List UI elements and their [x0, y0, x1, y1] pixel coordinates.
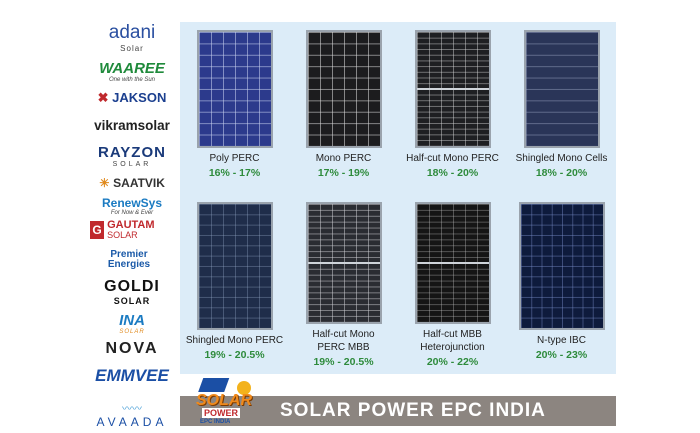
solar-panel-image	[414, 30, 491, 148]
panel-label: Shingled Mono Cells	[515, 153, 608, 164]
gautam-solar-logo: G GAUTAM SOLAR	[84, 220, 186, 240]
brand-name: RAYZON	[98, 144, 166, 161]
panel-efficiency: 20% - 23%	[535, 349, 588, 361]
solar-panel-image	[518, 202, 605, 330]
brand-name: GOLDI	[104, 278, 160, 295]
logo-text-epc: EPC INDIA	[200, 419, 231, 425]
panel-label: Half-cut MBB Heterojunction	[420, 329, 485, 353]
rayzon-logo: RAYZON SOLAR	[84, 144, 180, 168]
brand-sub: Solar	[120, 44, 144, 53]
panel-label: N-type IBC	[537, 335, 586, 346]
ina-solar-logo: INA SOLAR	[84, 312, 180, 335]
avaada-logo: 〰〰 AVAADA	[84, 400, 180, 429]
banner-title: SOLAR POWER EPC INDIA	[280, 400, 546, 421]
panel-label: Poly PERC	[209, 153, 260, 164]
panel-label: Half-cut Mono PERC MBB	[312, 329, 375, 353]
brand-name: EMMVEE	[95, 366, 169, 385]
solar-panel-image	[305, 202, 382, 324]
emmvee-logo: EMMVEE	[84, 366, 180, 386]
panel-efficiency: 17% - 19%	[317, 167, 370, 179]
panel-label: Mono PERC	[315, 153, 372, 164]
renewsys-logo: RenewSys For Now & Ever	[84, 196, 180, 216]
brand-sub: SOLAR	[112, 161, 152, 168]
adani-logo: adani Solar	[84, 22, 180, 53]
panel-label: Shingled Mono PERC	[185, 335, 284, 346]
solar-panel-image	[305, 30, 382, 148]
panel-card: Half-cut MBB Heterojunction 20% - 22%	[398, 202, 507, 368]
panel-label: Half-cut Mono PERC	[406, 153, 499, 164]
brand-name: NOVA	[105, 340, 159, 357]
solar-panel-image	[196, 202, 273, 330]
panel-grid: Poly PERC 16% - 17% Mono PERC 17% - 19% …	[180, 22, 616, 374]
brand-name: vikramsolar	[94, 118, 170, 133]
panel-card: Half-cut Mono PERC 18% - 20%	[398, 30, 507, 179]
panel-card: Mono PERC 17% - 19%	[289, 30, 398, 179]
solar-panel-image	[196, 30, 273, 148]
premier-energies-logo: Premier Energies	[94, 250, 164, 270]
panel-efficiency: 19% - 20.5%	[204, 349, 265, 361]
brand-name: WAAREE	[99, 60, 165, 77]
panel-efficiency: 20% - 22%	[426, 356, 479, 368]
jakson-mark-icon: ✖	[97, 90, 109, 105]
panel-card: Half-cut Mono PERC MBB 19% - 20.5%	[289, 202, 398, 368]
panel-card: Shingled Mono Cells 18% - 20%	[507, 30, 616, 179]
logo-text-power: POWER	[202, 408, 241, 418]
footer-banner: SOLAR POWER EPC INDIA	[180, 396, 616, 426]
waaree-logo: WAAREE One with the Sun	[84, 60, 180, 83]
solar-panel-image	[414, 202, 491, 324]
goldi-solar-logo: GOLDI SOLAR	[84, 278, 180, 306]
brand-name: AVAADA	[96, 415, 168, 429]
brand-name: SAATVIK	[113, 176, 165, 190]
panel-efficiency: 18% - 20%	[535, 167, 588, 179]
jakson-logo: ✖ JAKSON	[84, 90, 180, 106]
sun-icon: ☀	[99, 176, 110, 190]
brand-name: RenewSys	[101, 196, 163, 210]
panel-efficiency: 16% - 17%	[208, 167, 261, 179]
brand-sub: SOLAR	[107, 230, 138, 240]
nova-logo: NOVA	[84, 340, 180, 358]
panel-efficiency: 19% - 20.5%	[313, 356, 374, 368]
panel-card: Poly PERC 16% - 17%	[180, 30, 289, 179]
solar-panel-image	[523, 30, 600, 148]
brand-sub: For Now & Ever	[110, 210, 154, 216]
logo-text-solar: SOLAR	[196, 392, 252, 409]
wave-icon: 〰〰	[122, 404, 142, 415]
saatvik-logo: ☀ SAATVIK	[84, 176, 180, 190]
brand-name: Premier Energies	[107, 249, 151, 270]
panel-card: Shingled Mono PERC 19% - 20.5%	[180, 202, 289, 361]
brand-name: INA	[119, 312, 145, 329]
brand-sub: One with the Sun	[108, 77, 156, 83]
sun-panel-icon	[198, 378, 251, 395]
vikramsolar-logo: vikramsolar	[84, 118, 180, 133]
brand-sub: SOLAR	[113, 296, 151, 306]
brand-name: adani	[108, 22, 156, 43]
brand-sub: SOLAR	[119, 329, 145, 335]
solar-power-epc-logo: SOLAR POWER EPC INDIA	[186, 376, 276, 428]
panel-efficiency: 18% - 20%	[426, 167, 479, 179]
panel-card: N-type IBC 20% - 23%	[507, 202, 616, 361]
brand-name: GAUTAM	[107, 219, 155, 231]
gautam-mark-icon: G	[90, 221, 104, 239]
brand-name: JAKSON	[112, 90, 167, 105]
